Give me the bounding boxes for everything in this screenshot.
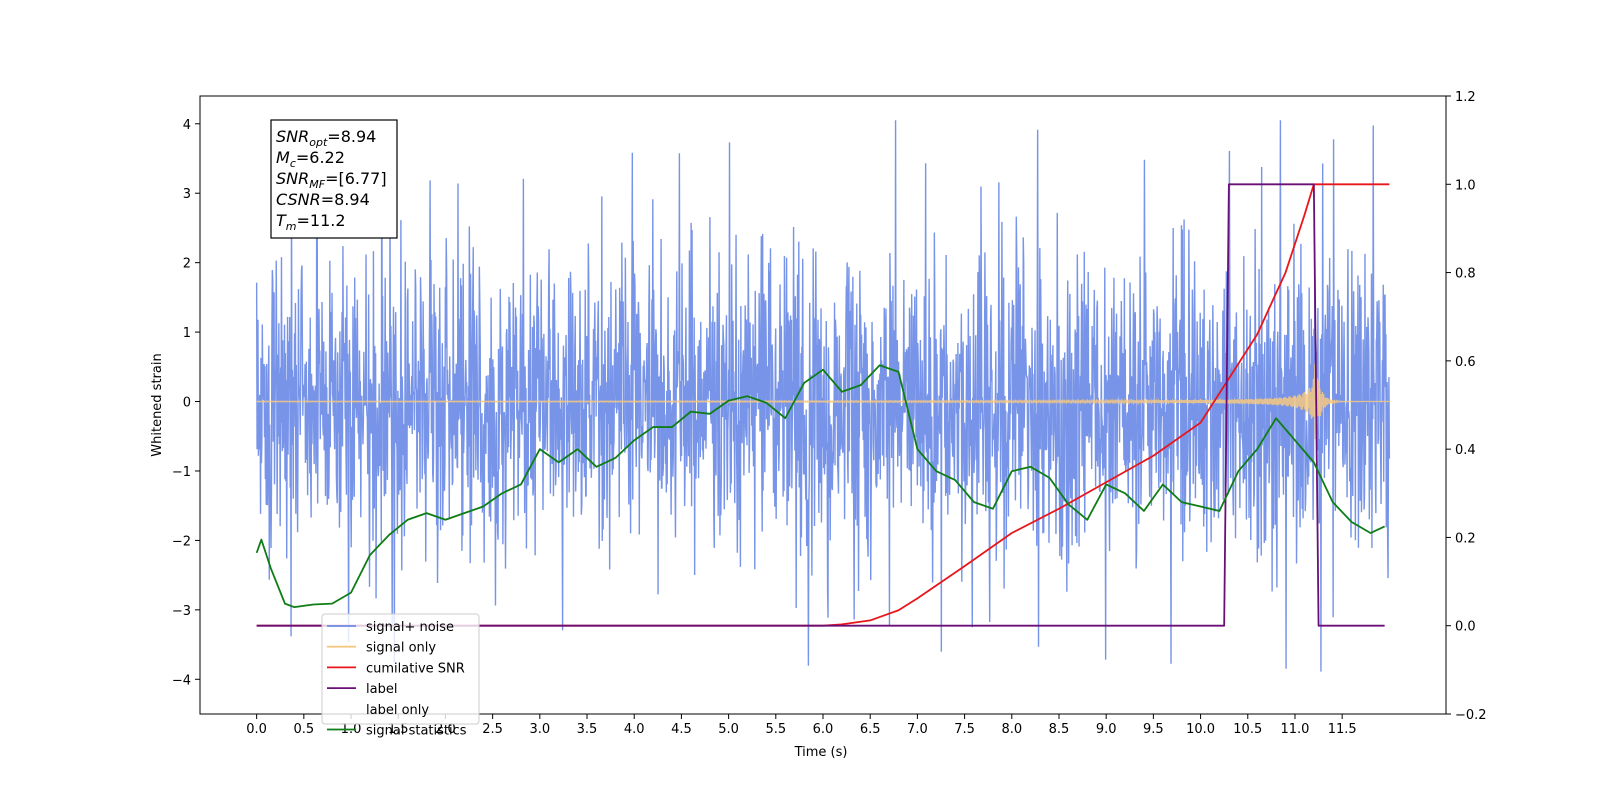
series-label-line bbox=[256, 183, 1385, 627]
x-tick-label: 6.0 bbox=[813, 722, 834, 737]
legend-entry-label: label only bbox=[366, 703, 429, 718]
y-right-tick-label: 1.2 bbox=[1455, 90, 1476, 105]
y-left-tick-label: −4 bbox=[172, 673, 191, 688]
legend-entry-label: label bbox=[366, 682, 397, 697]
annotation-frame bbox=[270, 119, 398, 239]
x-tick-label: 9.5 bbox=[1143, 722, 1164, 737]
y-left-tick-label: 3 bbox=[183, 187, 191, 202]
y-left-tick-label: 2 bbox=[183, 257, 191, 272]
x-tick-label: 6.5 bbox=[860, 722, 881, 737]
y-left-tick-label: −3 bbox=[172, 604, 191, 619]
x-tick-label: 11.5 bbox=[1328, 722, 1357, 737]
y-left-tick-label: 1 bbox=[183, 326, 191, 341]
x-axis-title: Time (s) bbox=[794, 745, 848, 760]
y-right-tick-label: 0.4 bbox=[1455, 443, 1476, 458]
x-tick-label: 3.5 bbox=[577, 722, 598, 737]
x-tick-label: 0.5 bbox=[293, 722, 314, 737]
y-right-tick-label: 0.8 bbox=[1455, 267, 1476, 282]
y-axis-left: 4 3 2 1 0 −1 −2 −3 −4 bbox=[172, 118, 200, 688]
y-right-tick-label: 0.6 bbox=[1455, 355, 1476, 370]
x-tick-label: 10.5 bbox=[1233, 722, 1262, 737]
x-tick-label: 5.0 bbox=[718, 722, 739, 737]
x-tick-label: 11.0 bbox=[1280, 722, 1309, 737]
x-tick-label: 7.5 bbox=[954, 722, 975, 737]
series-cumilative-snr-line bbox=[256, 183, 1390, 627]
x-tick-label: 9.0 bbox=[1096, 722, 1117, 737]
x-tick-label: 1.5 bbox=[388, 722, 409, 737]
legend-frame bbox=[321, 613, 480, 725]
legend-entry-label: signal statistics bbox=[366, 724, 467, 739]
legend-entry-label: cumilative SNR bbox=[366, 661, 465, 676]
series-signal-only-line bbox=[256, 363, 1390, 440]
y-axis-right: 1.2 1.0 0.8 0.6 0.4 0.2 0.0 −0.2 bbox=[1446, 90, 1487, 723]
x-axis: 0.0 0.5 1.0 1.5 2.0 2.5 3.0 3.5 4.0 4.5 5.0 5.5 6.0 6… bbox=[246, 714, 1357, 737]
x-tick-label: 2.5 bbox=[482, 722, 503, 737]
x-tick-label: 7.0 bbox=[907, 722, 928, 737]
x-tick-label: 4.5 bbox=[671, 722, 692, 737]
x-tick-label: 3.0 bbox=[529, 722, 550, 737]
annotation-line: Mc=6.22 bbox=[276, 148, 345, 170]
y-right-tick-label: 0.2 bbox=[1455, 531, 1476, 546]
x-tick-label: 10.0 bbox=[1186, 722, 1215, 737]
legend-entry-label: signal only bbox=[366, 641, 436, 656]
x-tick-label: 2.0 bbox=[435, 722, 456, 737]
y-left-tick-label: −2 bbox=[172, 534, 191, 549]
y-left-tick-label: 0 bbox=[183, 396, 191, 411]
x-tick-label: 8.5 bbox=[1049, 722, 1070, 737]
series-signal-statistics-line bbox=[255, 364, 1386, 609]
x-tick-label: 0.0 bbox=[246, 722, 267, 737]
x-tick-label: 4.0 bbox=[624, 722, 645, 737]
series-signal-noise-line bbox=[255, 120, 1391, 672]
legend-entry-label: signal+ noise bbox=[366, 620, 454, 635]
y-right-tick-label: 1.0 bbox=[1455, 178, 1476, 193]
y-right-tick-label: −0.2 bbox=[1455, 708, 1487, 723]
y-left-tick-label: −1 bbox=[172, 465, 191, 480]
y-left-tick-label: 4 bbox=[183, 118, 191, 133]
annotation-line: CSNR=8.94 bbox=[276, 190, 370, 209]
plot-area bbox=[255, 120, 1391, 672]
y-axis-title: Whitened strain bbox=[150, 353, 165, 456]
annotation-line: SNRopt=8.94 bbox=[276, 127, 376, 149]
y-right-tick-label: 0.0 bbox=[1455, 620, 1476, 635]
x-tick-label: 8.0 bbox=[1001, 722, 1022, 737]
legend: signal+ noise signal only cumilative SNR la… bbox=[321, 613, 480, 739]
x-tick-label: 5.5 bbox=[765, 722, 786, 737]
annotation-line: SNRMF=[6.77] bbox=[276, 169, 387, 191]
annotation-line: Tm=11.2 bbox=[276, 211, 346, 233]
